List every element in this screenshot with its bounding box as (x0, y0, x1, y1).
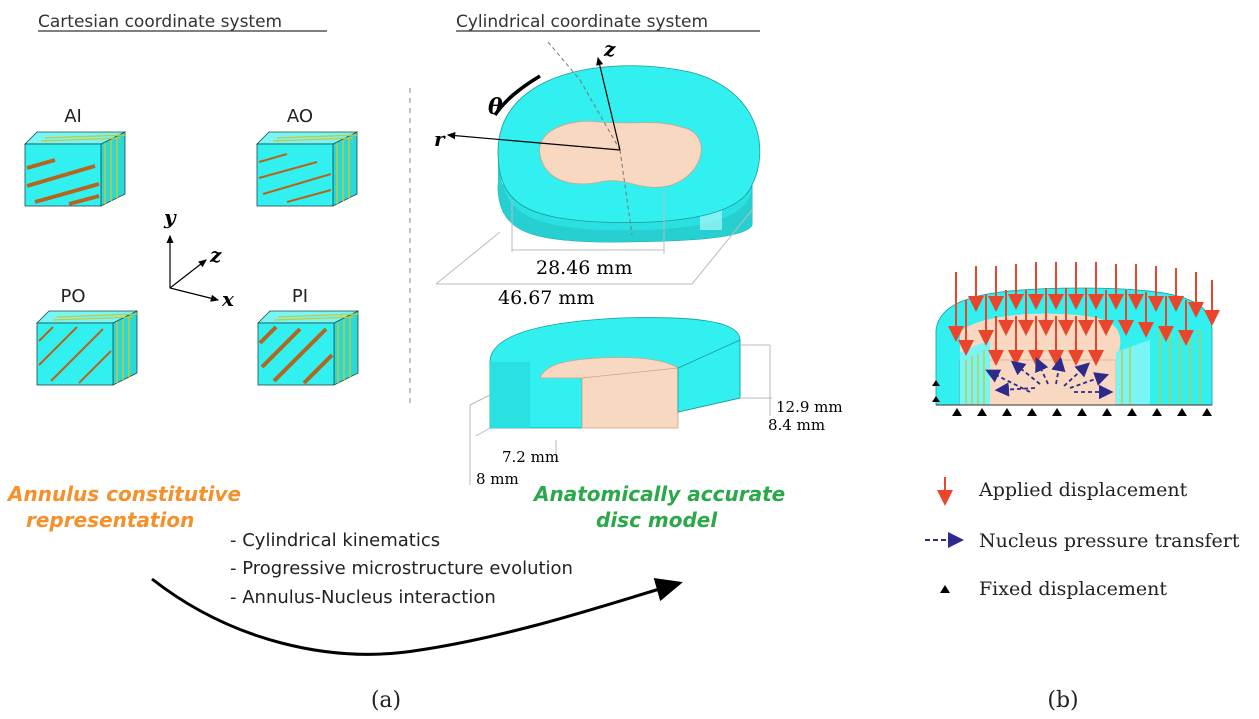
block-ao (256, 131, 358, 207)
block-ao-label: AO (287, 106, 313, 127)
dimension-lines (435, 190, 753, 285)
bullet-kinematics: - Cylindrical kinematics (230, 530, 440, 551)
dim-7-2: 7.2 mm (502, 448, 559, 466)
dim-8-4: 8.4 mm (768, 416, 825, 434)
axis-y-label: y (163, 205, 177, 229)
axis-x-label: x (221, 287, 235, 311)
cylindrical-heading: Cylindrical coordinate system (456, 12, 708, 32)
block-po-label: PO (60, 286, 85, 307)
legend-triangle-icon (940, 585, 950, 593)
legend-pressure: Nucleus pressure transfert (979, 530, 1240, 552)
axis-z-cyl-label: z (603, 37, 616, 61)
dim-46: 46.67 mm (498, 287, 594, 309)
axis-z-label: z (209, 243, 222, 267)
caption-a: (a) (371, 688, 401, 713)
block-ai-label: AI (64, 106, 82, 127)
bullet-interaction: - Annulus-Nucleus interaction (230, 587, 496, 608)
applied-displacement-arrows (948, 262, 1220, 366)
cartesian-axes (166, 234, 220, 302)
dim-8: 8 mm (476, 470, 519, 488)
annulus-label-line1: Annulus constitutive (6, 482, 241, 506)
fixed-supports (932, 380, 1212, 416)
disc-full (446, 41, 761, 243)
cartesian-heading: Cartesian coordinate system (38, 12, 282, 32)
legend-fixed: Fixed displacement (979, 578, 1167, 600)
disc-label-line1: Anatomically accurate (532, 482, 785, 506)
height-lines (469, 344, 772, 485)
process-arrow (151, 577, 683, 656)
disc-label-line2: disc model (596, 508, 718, 532)
caption-b: (b) (1047, 688, 1078, 713)
block-ai (24, 131, 126, 207)
legend-applied: Applied displacement (978, 479, 1188, 501)
disc-half (489, 317, 741, 429)
bullet-microstructure: - Progressive microstructure evolution (230, 558, 573, 579)
block-pi (257, 310, 359, 386)
legend: Applied displacement Nucleus pressure tr… (925, 477, 1240, 600)
block-pi-label: PI (292, 286, 308, 307)
dim-12-9: 12.9 mm (776, 398, 843, 416)
dim-28: 28.46 mm (536, 257, 632, 279)
annulus-label-line2: representation (26, 508, 194, 532)
pressure-transfer-arrows (985, 356, 1114, 400)
axis-r-label: r (434, 127, 446, 151)
block-po (36, 310, 138, 386)
axis-theta-label: θ (488, 94, 503, 120)
